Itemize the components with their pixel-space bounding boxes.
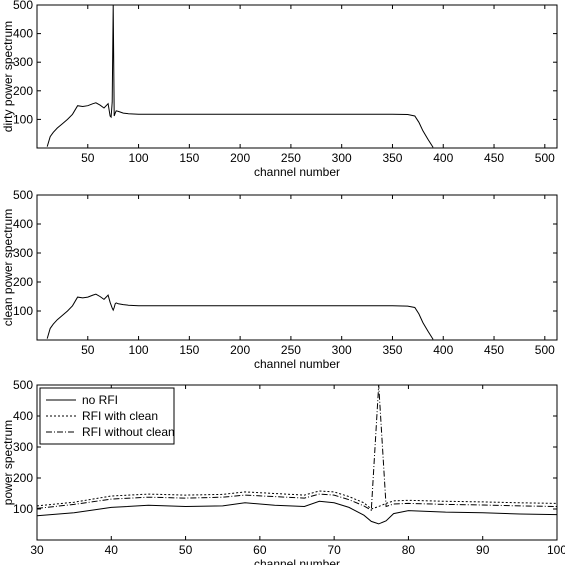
y-tick-label: 400 (13, 409, 33, 423)
x-tick-label: 250 (281, 343, 301, 357)
x-tick-label: 40 (105, 543, 119, 557)
series-line-rfi-with-clean (37, 490, 557, 510)
legend: no RFI RFI with clean RFI without clean (39, 387, 175, 445)
x-tick-label: 400 (433, 343, 453, 357)
y-tick-label: 300 (13, 246, 33, 260)
x-tick-label: 60 (253, 543, 267, 557)
x-tick-label: 200 (230, 343, 250, 357)
x-tick-label: 200 (230, 151, 250, 165)
series-line-1 (46, 5, 434, 148)
x-tick-label: 400 (433, 151, 453, 165)
x-tick-label: 450 (484, 343, 504, 357)
legend-label: RFI with clean (82, 409, 158, 423)
chart-panel-1: 50 100 150 200 250 300 350 400 450 500 100 200 300 40… (1, 0, 558, 179)
y-tick-label: 300 (13, 440, 33, 454)
y-tick-label: 500 (13, 0, 33, 12)
x-tick-label: 100 (547, 543, 565, 557)
x-axis-title: channel number (254, 557, 340, 565)
y-axis-title: clean power spectrum (1, 209, 15, 326)
chart-panel-2: 50 100 150 200 250 300 350 400 450 500 100 200 300 40… (1, 188, 558, 371)
x-tick-label: 300 (332, 343, 352, 357)
x-tick-label: 100 (129, 151, 149, 165)
x-tick-label: 90 (476, 543, 490, 557)
y-tick-label: 500 (13, 188, 33, 202)
x-axis-title: channel number (254, 357, 340, 371)
y-tick-label: 200 (13, 275, 33, 289)
x-tick-label: 50 (81, 151, 95, 165)
plot-frame (36, 194, 558, 341)
y-tick-label: 300 (13, 55, 33, 69)
x-tick-label: 450 (484, 151, 504, 165)
y-tick-label: 400 (13, 217, 33, 231)
y-tick-label: 100 (13, 112, 33, 126)
series-line-rfi-without-clean (37, 385, 557, 512)
x-tick-label: 500 (535, 343, 555, 357)
x-axis-title: channel number (254, 165, 340, 179)
plot-frame (36, 384, 558, 541)
x-tick-label: 30 (30, 543, 44, 557)
x-tick-label: 350 (382, 151, 402, 165)
chart-panel-3: 30 40 50 60 70 80 90 100 100 200 300 400 500 channel … (1, 378, 565, 565)
x-tick-label: 100 (129, 343, 149, 357)
x-tick-label: 300 (332, 151, 352, 165)
x-tick-label: 350 (382, 343, 402, 357)
y-tick-label: 200 (13, 471, 33, 485)
legend-label: RFI without clean (82, 425, 175, 439)
plot-frame (36, 4, 558, 149)
legend-label: no RFI (82, 393, 118, 407)
x-tick-label: 70 (327, 543, 341, 557)
x-tick-label: 150 (179, 151, 199, 165)
x-tick-label: 50 (179, 543, 193, 557)
x-tick-label: 150 (179, 343, 199, 357)
x-tick-label: 500 (535, 151, 555, 165)
x-tick-label: 50 (81, 343, 95, 357)
y-tick-label: 400 (13, 27, 33, 41)
series-line-1 (46, 293, 434, 340)
x-tick-label: 250 (281, 151, 301, 165)
y-tick-label: 100 (13, 304, 33, 318)
x-tick-label: 80 (402, 543, 416, 557)
y-tick-label: 500 (13, 378, 33, 392)
y-axis-title: dirty power spectrum (1, 21, 15, 132)
series-line-no-rfi (37, 500, 557, 525)
y-tick-label: 100 (13, 502, 33, 516)
y-axis-title: power spectrum (1, 420, 15, 505)
y-tick-label: 200 (13, 84, 33, 98)
